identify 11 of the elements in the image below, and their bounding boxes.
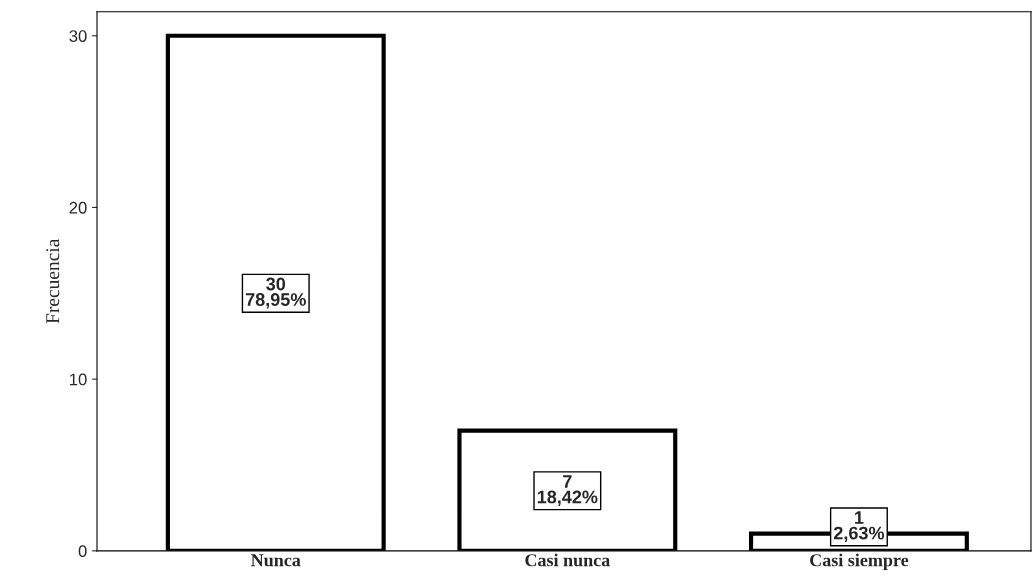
data-label: 7 18,42% — [537, 475, 598, 506]
x-tick-label: Casi siempre — [810, 553, 909, 570]
y-tick-label: 30 — [69, 30, 87, 42]
x-tick-label: Casi nunca — [525, 553, 610, 567]
y-tick-label: 0 — [78, 545, 87, 558]
data-label: 1 2,63% — [833, 511, 885, 543]
y-tick-label: 20 — [69, 201, 87, 214]
y-axis-title: Frecuencia — [46, 238, 60, 324]
y-tick-label: 10 — [70, 373, 87, 386]
data-label: 30 78,95% — [245, 277, 306, 309]
x-tick-label: Nunca — [251, 554, 301, 567]
